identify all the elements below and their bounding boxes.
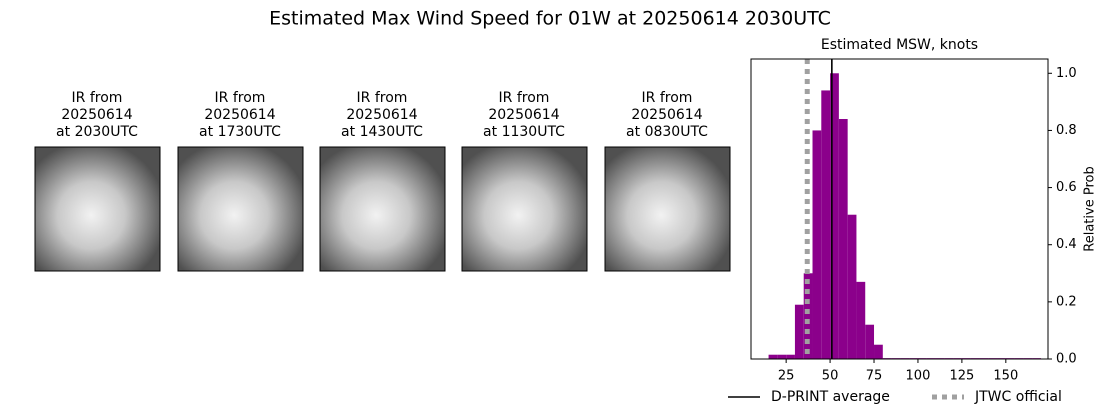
panel-label: 20250614 bbox=[346, 107, 417, 123]
bar bbox=[838, 119, 848, 359]
bar bbox=[777, 354, 787, 359]
panel-label: 20250614 bbox=[204, 107, 275, 123]
panel-label: IR from bbox=[499, 90, 550, 106]
bar bbox=[865, 324, 875, 359]
x-tick-label: 50 bbox=[822, 369, 839, 384]
panel-label: at 1430UTC bbox=[341, 124, 423, 140]
panel-label: at 1130UTC bbox=[483, 124, 565, 140]
x-tick-label: 25 bbox=[778, 369, 795, 384]
ir-image bbox=[461, 146, 588, 272]
x-tick-label: 150 bbox=[993, 369, 1018, 384]
x-tick-label: 125 bbox=[949, 369, 974, 384]
legend-label: D-PRINT average bbox=[771, 389, 890, 405]
legend-label: JTWC official bbox=[974, 389, 1062, 405]
bar bbox=[812, 130, 822, 359]
panel-label: at 2030UTC bbox=[56, 124, 138, 140]
x-tick-label: 100 bbox=[906, 369, 931, 384]
panel-label: IR from bbox=[357, 90, 408, 106]
bar bbox=[856, 281, 866, 359]
plot-frame bbox=[750, 58, 1049, 360]
bar bbox=[830, 73, 839, 360]
y-tick-label: 0.6 bbox=[1056, 180, 1077, 195]
panel-label: at 1730UTC bbox=[199, 124, 281, 140]
panel-label: IR from bbox=[642, 90, 693, 106]
y-tick-label: 0.2 bbox=[1056, 294, 1077, 309]
bar bbox=[821, 90, 831, 359]
bar bbox=[847, 214, 857, 359]
bar bbox=[786, 354, 795, 359]
panel-label: 20250614 bbox=[61, 107, 132, 123]
y-tick-label: 0.0 bbox=[1056, 352, 1077, 367]
panel-label: 20250614 bbox=[488, 107, 559, 123]
ir-image bbox=[319, 146, 446, 272]
panel-label: 20250614 bbox=[631, 107, 702, 123]
y-tick-label: 1.0 bbox=[1056, 66, 1077, 81]
bar bbox=[768, 354, 778, 359]
bar bbox=[874, 344, 883, 359]
axis-title: Estimated MSW, knots bbox=[821, 37, 978, 53]
y-tick-label: 0.4 bbox=[1056, 237, 1077, 252]
x-tick-label: 75 bbox=[866, 369, 883, 384]
bar bbox=[794, 304, 804, 359]
y-tick-label: 0.8 bbox=[1056, 123, 1077, 138]
panel-label: IR from bbox=[215, 90, 266, 106]
ir-image bbox=[177, 146, 304, 272]
bar bbox=[803, 273, 813, 359]
ir-image bbox=[34, 146, 161, 272]
y-axis-label: Relative Prob bbox=[1083, 166, 1098, 251]
panel-label: IR from bbox=[72, 90, 123, 106]
ir-image bbox=[604, 146, 731, 272]
panel-label: at 0830UTC bbox=[626, 124, 708, 140]
figure-title: Estimated Max Wind Speed for 01W at 2025… bbox=[269, 8, 831, 30]
